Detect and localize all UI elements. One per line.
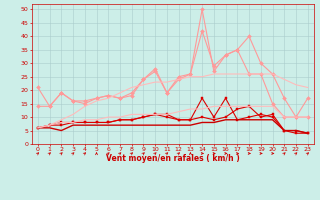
X-axis label: Vent moyen/en rafales ( km/h ): Vent moyen/en rafales ( km/h ) bbox=[106, 154, 240, 163]
